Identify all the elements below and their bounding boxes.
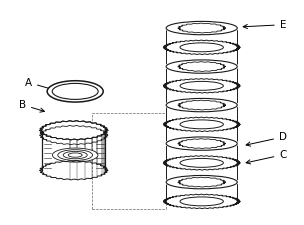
Ellipse shape [164,136,239,151]
Ellipse shape [47,81,103,102]
Ellipse shape [68,153,82,157]
Ellipse shape [180,24,223,32]
Ellipse shape [58,150,93,160]
Ellipse shape [52,83,98,99]
Ellipse shape [180,178,223,187]
Ellipse shape [164,155,239,170]
Ellipse shape [180,81,223,90]
Ellipse shape [164,194,239,209]
Ellipse shape [180,62,223,71]
Ellipse shape [164,98,239,112]
Ellipse shape [164,59,239,74]
Text: B: B [19,100,44,112]
Ellipse shape [164,79,239,93]
Ellipse shape [42,122,105,139]
Ellipse shape [180,120,223,129]
Ellipse shape [180,101,223,110]
Text: A: A [25,77,54,90]
Text: E: E [243,20,286,30]
Ellipse shape [164,117,239,132]
Ellipse shape [52,148,98,162]
Ellipse shape [164,175,239,189]
Text: C: C [246,150,287,164]
Text: D: D [246,132,287,146]
Ellipse shape [164,40,239,55]
Ellipse shape [180,158,223,167]
Ellipse shape [180,43,223,52]
Ellipse shape [42,161,105,179]
Ellipse shape [180,139,223,148]
Ellipse shape [180,197,223,206]
Ellipse shape [164,21,239,35]
Ellipse shape [63,151,87,159]
